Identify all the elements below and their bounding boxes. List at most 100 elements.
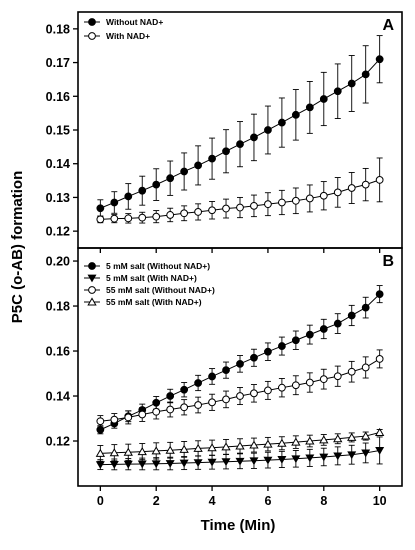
legend-marker	[88, 286, 96, 294]
data-point	[277, 342, 286, 350]
legend-label: Without NAD+	[106, 17, 163, 27]
data-point	[291, 336, 300, 345]
data-point	[263, 439, 273, 448]
data-point	[124, 413, 133, 422]
data-point	[236, 359, 244, 368]
data-point	[277, 456, 287, 464]
data-point	[109, 461, 119, 469]
data-point	[222, 395, 230, 404]
x-tick-label: 2	[153, 494, 160, 508]
data-point	[235, 441, 245, 450]
data-point	[137, 460, 147, 469]
legend-marker	[87, 274, 97, 283]
data-point	[375, 175, 384, 184]
data-point	[165, 445, 175, 454]
data-point	[361, 431, 371, 440]
data-point	[305, 103, 314, 112]
data-point	[319, 453, 329, 462]
data-point	[193, 459, 203, 468]
data-point	[138, 410, 147, 419]
legend-label: 55 mM salt (With NAD+)	[106, 297, 202, 307]
data-point	[347, 432, 357, 441]
data-point	[222, 147, 230, 156]
data-point	[222, 366, 230, 375]
data-point	[333, 188, 342, 197]
data-point	[110, 198, 119, 207]
data-point	[319, 191, 328, 200]
data-point	[96, 215, 105, 224]
data-point	[277, 438, 287, 447]
data-point	[166, 174, 175, 183]
legend-label: With NAD+	[106, 31, 150, 41]
data-point	[374, 427, 385, 436]
data-point	[109, 448, 119, 457]
data-point	[361, 70, 370, 79]
data-point	[151, 446, 161, 455]
data-point	[305, 454, 315, 463]
y-tick-label: 0.12	[46, 435, 70, 449]
data-point	[361, 180, 370, 189]
y-tick-label: 0.18	[46, 22, 70, 36]
data-point	[277, 118, 286, 127]
data-point	[165, 460, 175, 468]
data-point	[347, 451, 357, 460]
x-axis-label: Time (Min)	[201, 517, 276, 534]
data-point	[305, 194, 314, 203]
data-point	[151, 460, 161, 469]
data-point	[166, 392, 175, 400]
data-point	[250, 353, 258, 362]
data-point	[264, 200, 272, 209]
data-point	[319, 95, 328, 103]
data-point	[179, 444, 189, 453]
data-point	[375, 355, 384, 363]
data-point	[110, 415, 119, 424]
legend-marker	[88, 262, 96, 270]
data-point	[291, 455, 301, 464]
data-point	[124, 214, 133, 223]
data-point	[319, 325, 328, 333]
data-point	[277, 383, 286, 392]
data-point	[208, 154, 216, 163]
data-point	[194, 208, 203, 216]
data-point	[333, 319, 342, 328]
legend-marker	[87, 297, 97, 306]
data-point	[361, 363, 370, 372]
data-point	[193, 443, 203, 452]
data-point	[305, 378, 314, 387]
series	[96, 35, 384, 218]
legend-marker	[88, 32, 96, 40]
x-tick-label: 6	[264, 494, 271, 508]
data-point	[179, 459, 189, 468]
series	[96, 349, 384, 428]
data-point	[96, 204, 105, 213]
data-point	[207, 443, 217, 452]
data-point	[137, 446, 147, 456]
panel-label: A	[382, 17, 394, 34]
legend-marker	[88, 18, 96, 26]
data-point	[263, 456, 273, 465]
legend-label: 55 mM salt (Without NAD+)	[106, 285, 215, 295]
chart-panel-a: 0.12 0.13 0.14 0.15 0.16 0.17 0.18 A Without NAD…	[46, 11, 403, 253]
data-point	[208, 206, 216, 215]
data-point	[333, 434, 343, 443]
y-tick-label: 0.12	[46, 225, 70, 239]
data-point	[277, 198, 286, 207]
data-point	[221, 442, 231, 451]
plot-frame	[77, 247, 403, 487]
data-point	[375, 447, 385, 455]
data-point	[291, 196, 300, 205]
data-point	[347, 311, 356, 320]
data-point	[375, 55, 384, 64]
series	[95, 436, 385, 471]
data-point	[319, 375, 328, 384]
data-point	[250, 389, 258, 398]
series	[95, 427, 385, 462]
data-point	[305, 436, 315, 445]
data-point	[152, 407, 161, 416]
y-tick-label: 0.14	[46, 390, 70, 404]
y-tick-label: 0.18	[46, 300, 70, 314]
data-point	[347, 79, 356, 88]
y-tick-label: 0.13	[46, 191, 70, 205]
data-point	[123, 447, 133, 456]
